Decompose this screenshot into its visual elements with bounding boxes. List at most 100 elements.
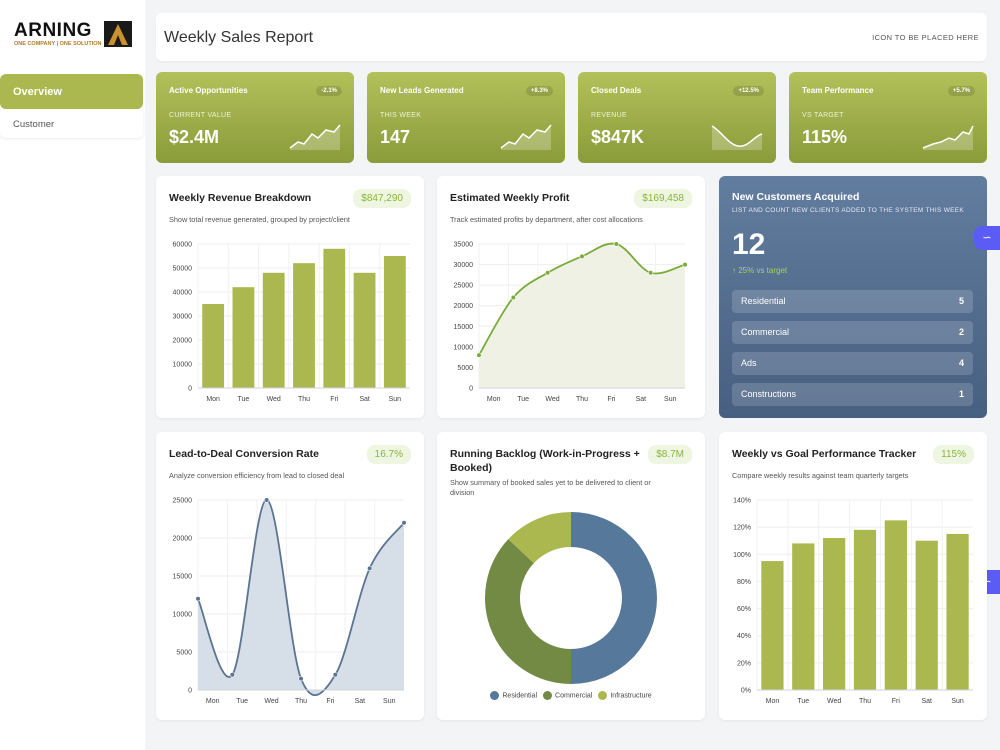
panel-description-line: Show summary of booked sales yet to be d… [450,478,651,487]
panel-description-line: division [450,488,475,497]
x-tick-label: Fri [607,396,616,403]
y-tick-label: 20000 [454,303,474,310]
data-point [401,520,407,526]
profit-panel: Estimated Weekly Profit $169,458 Track e… [437,176,705,418]
kpi-change-badge: -2.1% [316,86,342,96]
kpi-subtitle: CURRENT VALUE [169,112,232,119]
link-action-icon[interactable]: ∽ [974,226,1000,250]
legend-label: Residential [502,692,538,700]
x-tick-label: Wed [267,396,281,403]
page-title: Weekly Sales Report [164,29,314,46]
kpi-title: Active Opportunities [169,86,248,95]
sidebar-item-customer[interactable]: Customer [0,109,143,138]
y-tick-label: 60000 [173,242,193,249]
panel-total-badge: $169,458 [634,189,692,208]
x-tick-label: Fri [892,698,901,705]
x-tick-label: Mon [487,396,501,403]
data-point [510,294,516,301]
x-tick-label: Sun [664,396,677,403]
y-tick-label: 25000 [454,283,474,290]
x-tick-label: Sat [921,698,932,705]
bar [761,561,784,690]
area-fill [479,243,685,388]
bar [853,529,877,690]
x-tick-label: Wed [264,698,278,705]
y-tick-label: 50000 [173,266,193,273]
sidebar-item-overview[interactable]: Overview [0,74,143,109]
x-tick-label: Mon [766,698,780,705]
x-tick-label: Sun [383,698,396,705]
panel-title: New Customers Acquired [732,191,860,203]
x-tick-label: Wed [545,396,559,403]
bar [262,272,285,388]
data-point [298,676,304,682]
brand-tagline: ONE COMPANY | ONE SOLUTION [14,41,102,47]
customer-category-row[interactable]: Commercial 2 [732,321,973,344]
y-tick-label: 80% [737,579,751,586]
bar [383,256,406,388]
y-tick-label: 25000 [173,498,193,505]
data-point [545,270,551,276]
x-tick-label: Sun [951,698,964,705]
sparkline-icon [500,124,552,150]
y-tick-label: 100% [733,552,751,559]
bar [884,520,907,690]
kpi-title: Closed Deals [591,86,642,95]
kpi-card-active-opportunities[interactable]: Active Opportunities -2.1% CURRENT VALUE… [156,72,354,163]
y-tick-label: 140% [733,498,751,505]
y-tick-label: 0% [741,688,751,695]
backlog-donut-chart [485,512,657,684]
bar [323,248,346,388]
data-point [613,241,619,247]
customer-category-row[interactable]: Ads 4 [732,352,973,375]
category-label: Residential [741,296,786,306]
x-tick-label: Fri [326,698,335,705]
panel-title: Weekly Revenue Breakdown [169,192,312,204]
x-tick-label: Thu [298,396,310,403]
legend-swatch [598,691,608,700]
y-tick-label: 10000 [454,344,474,351]
category-label: Commercial [741,327,790,337]
panel-total-badge: $8.7M [648,445,692,464]
legend-swatch [543,691,553,700]
customer-category-row[interactable]: Constructions 1 [732,383,973,406]
bar [232,287,255,388]
customer-category-row[interactable]: Residential 5 [732,290,973,313]
y-tick-label: 30000 [454,262,474,269]
x-tick-label: Thu [859,698,871,705]
panel-title-line: Booked) [450,462,492,474]
category-label: Constructions [741,389,797,399]
brand-name: ARNING [14,20,92,41]
panel-description: Show summary of booked sales yet to be d… [450,478,651,498]
kpi-card-new-leads[interactable]: New Leads Generated +8.3% THIS WEEK 147 [367,72,565,163]
kpi-change-badge: +12.5% [733,86,764,96]
kpi-value: $847K [591,127,645,147]
legend-label: Infrastructure [610,692,652,700]
kpi-title: New Leads Generated [380,86,464,95]
y-tick-label: 5000 [176,650,192,657]
data-point [332,672,338,678]
y-tick-label: 120% [733,525,751,532]
category-count: 5 [958,296,964,306]
profit-line-chart: 0 5000 10000 15000 20000 25000 30000 35000 Mon Tu… [454,241,688,403]
kpi-card-team-performance[interactable]: Team Performance +5.7% VS TARGET 115% [789,72,987,163]
x-tick-label: Sun [389,396,402,403]
legend-swatch [490,691,500,700]
y-tick-label: 0 [188,688,192,695]
x-tick-label: Thu [295,698,307,705]
kpi-card-closed-deals[interactable]: Closed Deals +12.5% REVENUE $847K [578,72,776,163]
legend-item: Commercial [543,691,592,700]
kpi-title: Team Performance [802,86,874,95]
kpi-change-badge: +5.7% [947,86,975,96]
y-tick-label: 15000 [173,574,193,581]
header-icon-placeholder: ICON TO BE PLACED HERE [872,33,979,42]
kpi-value: 147 [380,127,411,147]
customer-delta: ↑ 25% vs target [732,266,788,275]
panel-description: Track estimated profits by department, a… [450,215,643,224]
x-tick-label: Sat [355,698,366,705]
donut-slice [571,512,657,684]
data-point [682,261,688,268]
panel-total-badge: 115% [933,445,974,464]
y-tick-label: 30000 [173,314,193,321]
data-point [476,352,482,358]
